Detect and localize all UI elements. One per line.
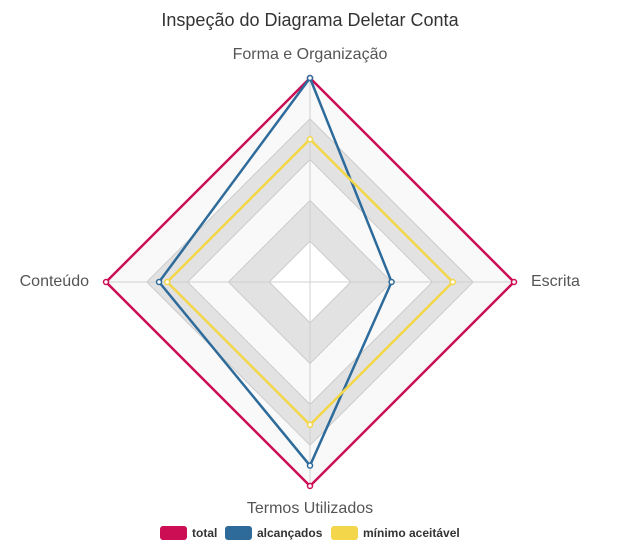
axis-label-termos-utilizados: Termos Utilizados <box>247 500 373 517</box>
legend-label-total: total <box>192 526 217 540</box>
legend-label-minimo-aceitavel: mínimo aceitável <box>363 526 460 540</box>
axis-label-escrita: Escrita <box>531 273 580 290</box>
chart-title: Inspeção do Diagrama Deletar Conta <box>161 10 459 30</box>
legend-label-alcancados: alcançados <box>257 526 323 540</box>
axis-label-conteudo: Conteúdo <box>20 273 89 290</box>
point-minimo-aceitavel-escrita[interactable] <box>449 278 457 286</box>
series-alcancados <box>155 74 395 469</box>
legend-swatch-minimo-aceitavel <box>331 526 358 540</box>
legend: total alcançados mínimo aceitável <box>160 526 460 540</box>
legend-item-alcancados[interactable]: alcançados <box>225 526 323 540</box>
point-minimo-aceitavel-conteudo[interactable] <box>163 278 171 286</box>
radar-spokes <box>106 78 514 486</box>
point-total-termos-utilizados[interactable] <box>306 482 314 490</box>
point-minimo-aceitavel-termos-utilizados[interactable] <box>306 421 314 429</box>
legend-swatch-total <box>160 526 187 540</box>
point-alcancados-escrita[interactable] <box>388 278 395 286</box>
point-total-escrita[interactable] <box>510 278 518 286</box>
point-alcancados-conteudo[interactable] <box>155 278 163 286</box>
point-total-conteudo[interactable] <box>102 278 110 286</box>
point-alcancados-forma-e-organizacao[interactable] <box>306 74 314 82</box>
legend-swatch-alcancados <box>225 526 252 540</box>
legend-item-minimo-aceitavel[interactable]: mínimo aceitável <box>331 526 460 540</box>
legend-item-total[interactable]: total <box>160 526 217 540</box>
series-minimo-aceitavel <box>163 135 457 429</box>
axis-label-forma-e-organizacao: Forma e Organização <box>233 46 388 63</box>
point-minimo-aceitavel-forma-e-organizacao[interactable] <box>306 135 314 143</box>
point-alcancados-termos-utilizados[interactable] <box>306 462 314 469</box>
radar-series <box>102 74 518 490</box>
